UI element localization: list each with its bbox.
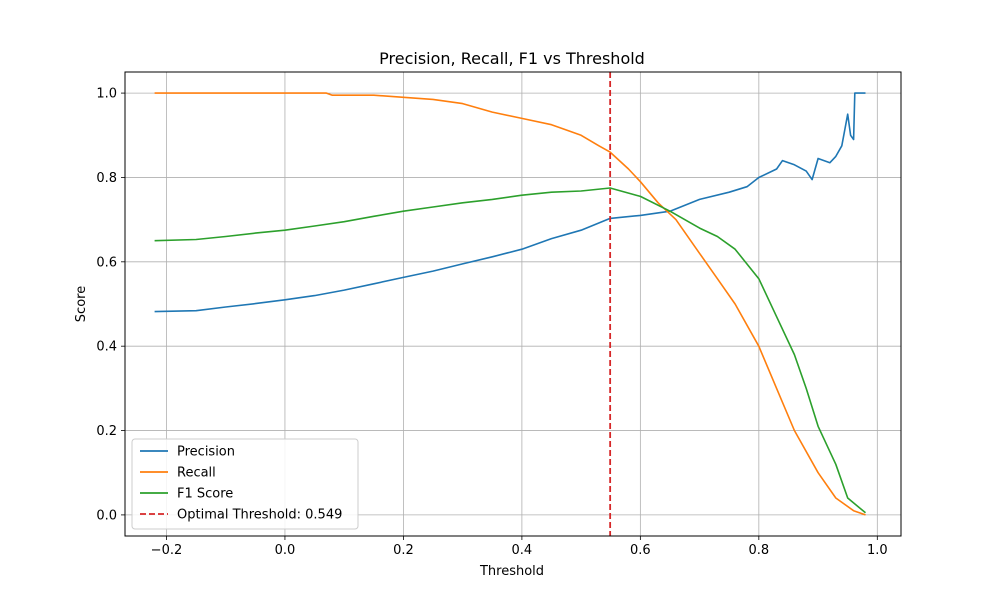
recall-line — [154, 92, 866, 516]
y-axis-label: Score — [74, 286, 89, 322]
y-tick-label: 0.8 — [96, 171, 117, 186]
legend: Precision Recall F1 Score Optimal Threshold… — [131, 438, 359, 530]
x-axis-label: Threshold — [479, 564, 544, 579]
x-tick-label: 0.6 — [630, 543, 651, 558]
legend-box — [131, 438, 359, 530]
chart-title: Precision, Recall, F1 vs Threshold — [379, 49, 645, 68]
plot-frame — [124, 71, 902, 537]
x-tick-label: 0.0 — [275, 543, 296, 558]
ticks: −0.2 0.0 0.2 0.4 0.6 0.8 1.0 0.0 0.2 0.4 0.6 0.8 1.0 — [96, 87, 887, 558]
legend-label: Optimal Threshold: 0.549 — [177, 508, 342, 523]
y-tick-label: 1.0 — [96, 87, 117, 102]
y-tick-label: 0.4 — [96, 340, 117, 355]
x-tick-label: 0.4 — [512, 543, 533, 558]
x-tick-label: 0.2 — [393, 543, 414, 558]
legend-label: Precision — [177, 445, 235, 460]
y-tick-label: 0.0 — [96, 508, 117, 523]
legend-label: Recall — [177, 466, 216, 481]
x-tick-label: −0.2 — [151, 543, 183, 558]
x-tick-label: 1.0 — [867, 543, 888, 558]
y-tick-label: 0.2 — [96, 424, 117, 439]
x-tick-label: 0.8 — [748, 543, 769, 558]
precision-line — [154, 92, 866, 313]
f1-score-line — [154, 187, 867, 514]
legend-label: F1 Score — [177, 487, 233, 502]
y-tick-label: 0.6 — [96, 255, 117, 270]
series-group — [154, 72, 867, 536]
